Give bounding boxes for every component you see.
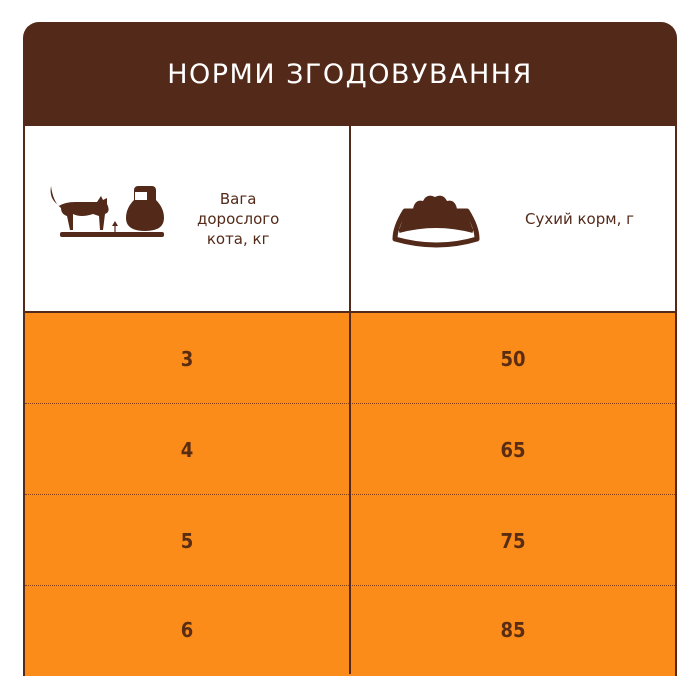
label-line: Вага: [219, 189, 257, 208]
food-bowl-icon: [392, 195, 480, 247]
food-cell: 85: [500, 618, 526, 642]
weight-cell: 3: [180, 346, 194, 371]
label-line: кота, кг: [206, 229, 270, 248]
column-divider: [349, 126, 351, 674]
cat-weight-icon: [50, 185, 164, 237]
food-cell: 65: [500, 437, 526, 462]
weight-cell: 5: [180, 528, 194, 553]
weight-cell: 4: [180, 437, 194, 462]
column-header-weight: Вага дорослого кота, кг: [25, 126, 349, 311]
column-header-food: Сухий корм, г: [351, 126, 675, 311]
column-label-food: Сухий корм, г: [525, 209, 634, 228]
food-cell: 50: [500, 346, 526, 371]
feeding-table-card: НОРМИ ЗГОДОВУВАННЯ Вага дорослого кота, …: [23, 22, 677, 676]
column-label-weight: Вага дорослого кота, кг: [197, 189, 279, 249]
page-title: НОРМИ ЗГОДОВУВАННЯ: [167, 58, 533, 90]
food-cell: 75: [500, 528, 526, 553]
table-header: НОРМИ ЗГОДОВУВАННЯ: [23, 22, 677, 126]
feeding-table: Вага дорослого кота, кг Сухий корм, г 3 …: [23, 126, 677, 676]
label-line: дорослого: [197, 209, 280, 228]
weight-cell: 6: [180, 618, 194, 642]
